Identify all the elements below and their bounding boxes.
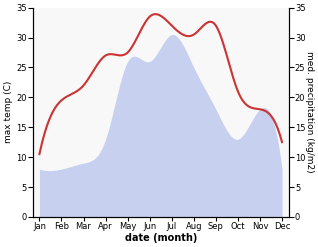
Y-axis label: max temp (C): max temp (C): [4, 81, 13, 144]
X-axis label: date (month): date (month): [125, 233, 197, 243]
Y-axis label: med. precipitation (kg/m2): med. precipitation (kg/m2): [305, 51, 314, 173]
